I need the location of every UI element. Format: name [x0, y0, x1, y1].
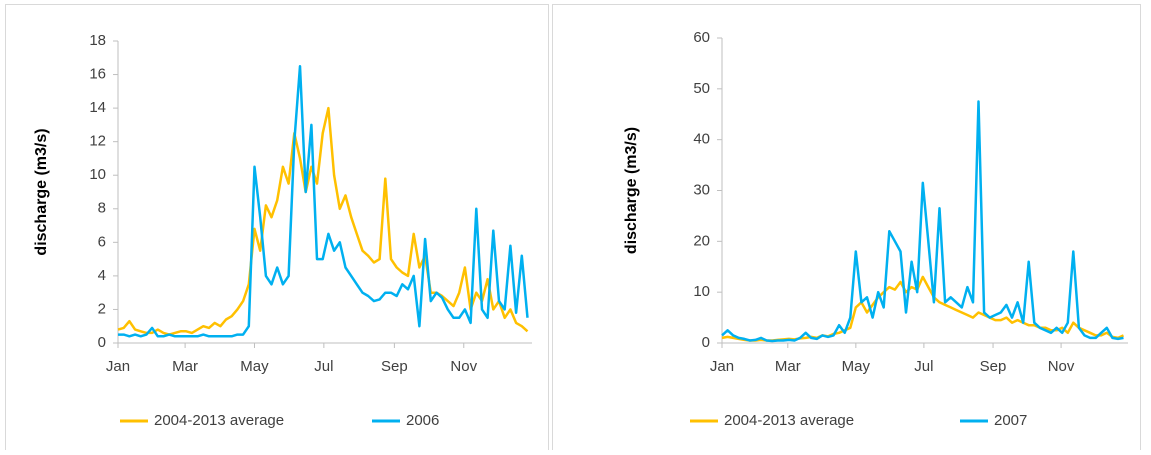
y-tick-label: 60: [693, 29, 710, 46]
y-tick-label: 40: [693, 131, 710, 148]
y-tick-label: 18: [89, 32, 106, 49]
y-tick-label: 4: [98, 267, 106, 284]
y-tick-label: 12: [89, 133, 106, 150]
chart-panel: [552, 4, 1141, 451]
x-tick-label: May: [240, 358, 269, 375]
data-line: [117, 106, 529, 336]
y-tick-label: 6: [98, 233, 106, 250]
x-tick-label: Mar: [172, 358, 198, 375]
y-tick-label: 10: [89, 166, 106, 183]
y-tick-label: 50: [693, 80, 710, 97]
data-line: [118, 64, 529, 338]
legend-label: 2006: [406, 412, 439, 429]
y-tick-label: 10: [693, 283, 710, 300]
x-tick-label: May: [842, 358, 871, 375]
y-tick-label: 16: [89, 66, 106, 83]
y-axis-label: discharge (m3/s): [623, 127, 640, 254]
x-tick-label: Nov: [450, 358, 477, 375]
x-tick-label: Nov: [1048, 358, 1075, 375]
x-tick-label: Jan: [710, 358, 734, 375]
y-tick-label: 0: [98, 334, 106, 351]
y-tick-label: 20: [693, 232, 710, 249]
data-line: [721, 100, 1124, 343]
x-tick-label: Sep: [381, 358, 408, 375]
chart-panel: [5, 4, 549, 451]
y-tick-label: 2: [98, 300, 106, 317]
x-tick-label: Sep: [980, 358, 1007, 375]
x-tick-label: Jan: [106, 358, 130, 375]
legend-label: 2007: [994, 412, 1027, 429]
x-tick-label: Mar: [775, 358, 801, 375]
legend-label: 2004-2013 average: [154, 412, 284, 429]
y-axis-label: discharge (m3/s): [33, 128, 50, 255]
y-tick-label: 8: [98, 200, 106, 217]
x-tick-label: Jul: [914, 358, 933, 375]
y-tick-label: 0: [702, 334, 710, 351]
y-tick-label: 14: [89, 99, 106, 116]
x-tick-label: Jul: [314, 358, 333, 375]
y-tick-label: 30: [693, 181, 710, 198]
legend-label: 2004-2013 average: [724, 412, 854, 429]
